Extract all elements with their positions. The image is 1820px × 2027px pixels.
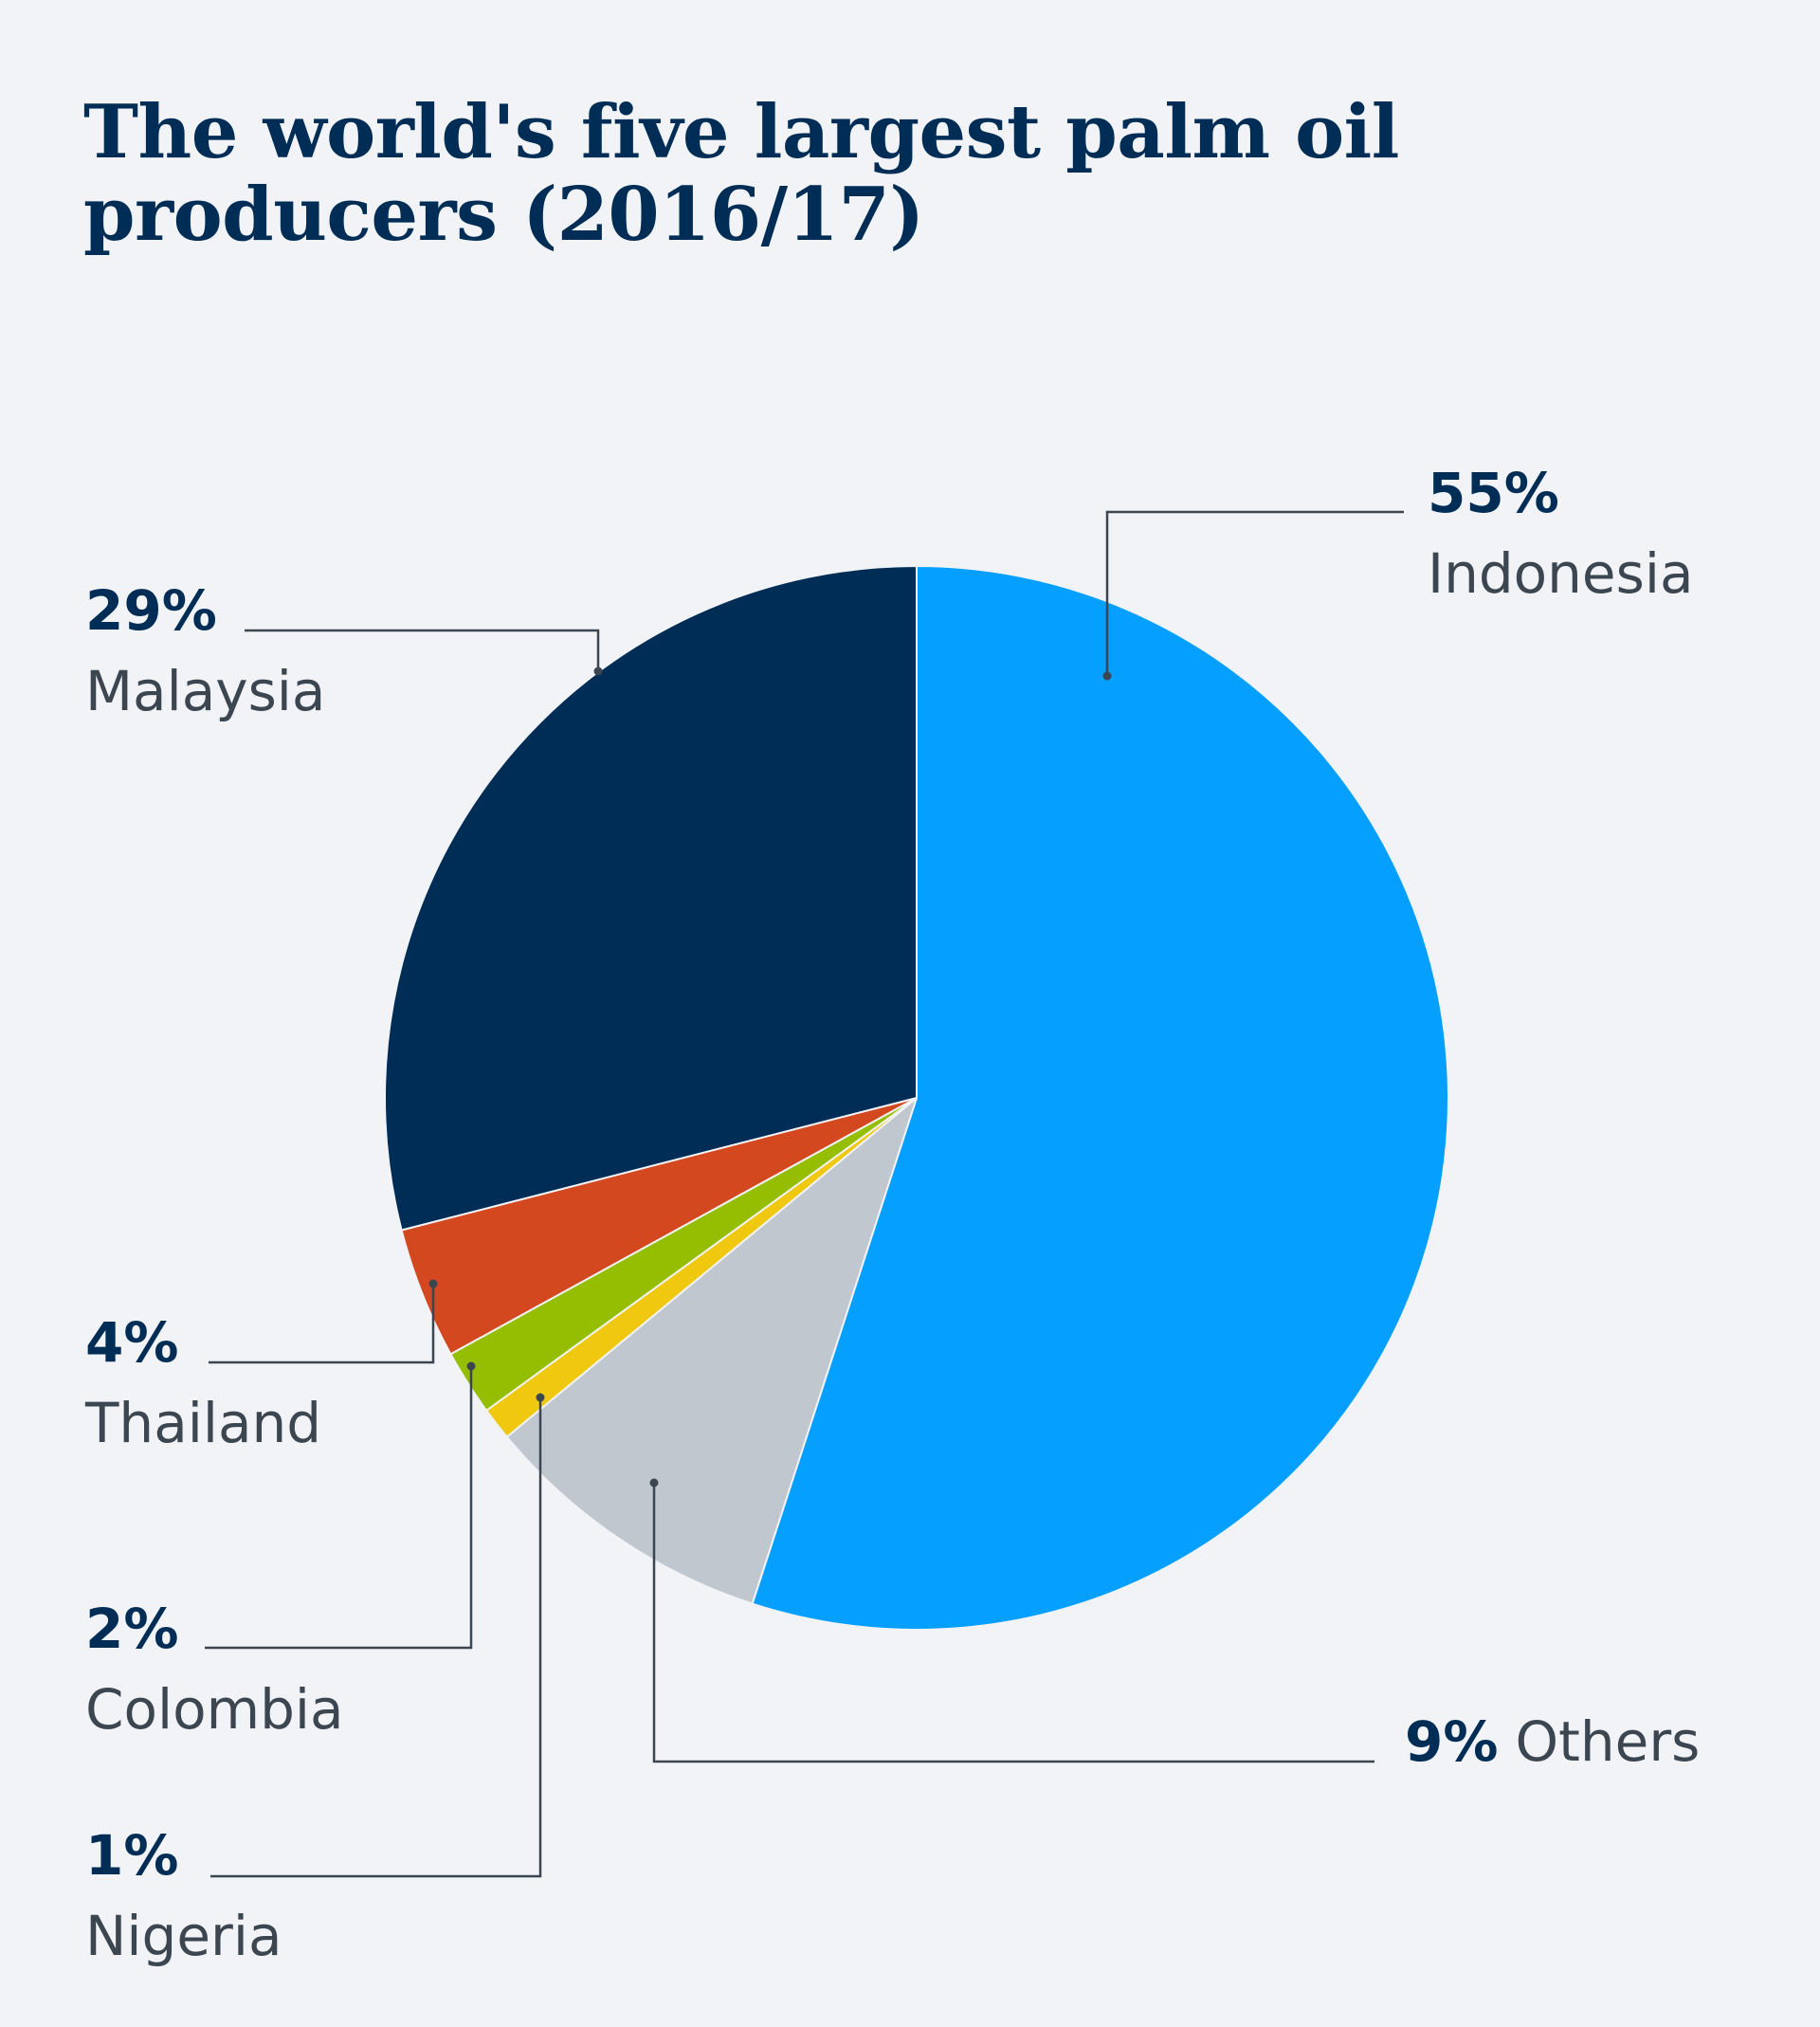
label-nigeria-value: 1% xyxy=(85,1823,178,1888)
label-malaysia-value: 29% xyxy=(85,578,217,643)
chart-title: The world's five largest palm oil produc… xyxy=(83,89,1399,259)
label-others-name: Others xyxy=(1515,1709,1700,1774)
label-others-value: 9% xyxy=(1405,1709,1498,1774)
leader-dot-thailand xyxy=(428,1279,438,1288)
leader-lines xyxy=(205,510,1404,1878)
leader-line-indonesia xyxy=(1105,510,1404,676)
label-malaysia-name: Malaysia xyxy=(85,659,325,723)
label-others: 9% Others xyxy=(1405,1709,1700,1774)
leader-dot-nigeria xyxy=(536,1393,545,1402)
leader-line-nigeria xyxy=(210,1397,542,1878)
pie-slice-others xyxy=(505,1097,918,1605)
label-thailand-value: 4% xyxy=(85,1310,178,1375)
leader-dot-malaysia xyxy=(593,667,603,676)
leader-line-others xyxy=(652,1483,1374,1763)
label-colombia-value: 2% xyxy=(85,1597,178,1661)
label-indonesia-value: 55% xyxy=(1428,461,1559,525)
label-indonesia-name: Indonesia xyxy=(1428,541,1693,606)
leader-dot-others xyxy=(649,1478,659,1488)
pie-slice-malaysia xyxy=(384,565,918,1232)
label-thailand-name: Thailand xyxy=(84,1391,321,1455)
leader-line-malaysia xyxy=(245,629,600,671)
leader-line-colombia xyxy=(205,1366,473,1650)
pie-slice-indonesia xyxy=(751,565,1450,1631)
leader-dot-colombia xyxy=(466,1361,476,1371)
pie-slices xyxy=(384,565,1450,1631)
label-nigeria-name: Nigeria xyxy=(85,1904,282,1968)
leader-dot-indonesia xyxy=(1102,671,1112,681)
leader-line-thailand xyxy=(209,1284,435,1364)
label-colombia-name: Colombia xyxy=(85,1677,344,1742)
